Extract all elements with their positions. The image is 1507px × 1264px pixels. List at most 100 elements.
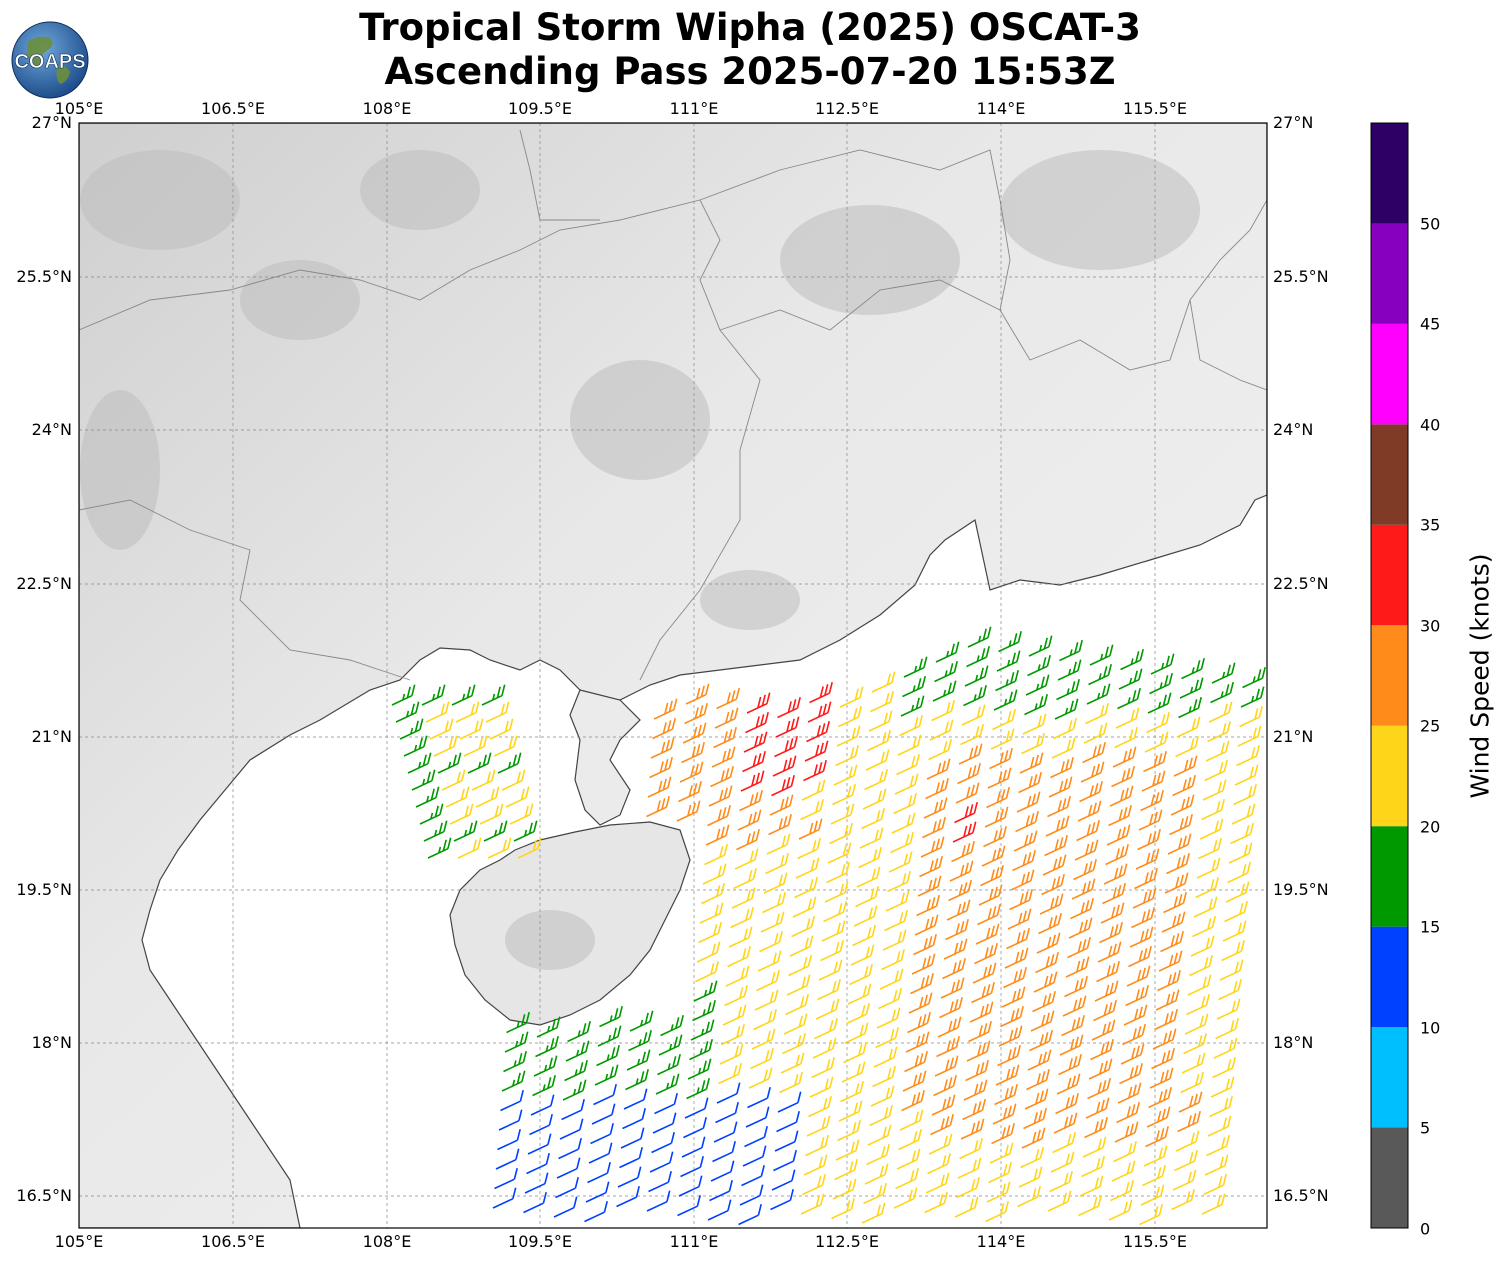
wind-barb [823, 901, 847, 923]
wind-barb [1080, 761, 1105, 783]
wind-barb [1016, 791, 1041, 813]
wind-barb [1054, 698, 1079, 720]
wind-barb [716, 1082, 741, 1104]
wind-barb [1045, 815, 1070, 837]
wind-barb [1038, 913, 1062, 935]
wind-barb [558, 1138, 582, 1160]
lon-tick-top: 105°E [54, 99, 104, 118]
wind-barb [681, 1136, 706, 1158]
wind-barb [820, 940, 844, 962]
wind-barb [1184, 1013, 1209, 1035]
wind-barb [1158, 950, 1183, 972]
wind-barb [459, 718, 484, 740]
wind-barb [1210, 1076, 1235, 1098]
colorbar-label: Wind Speed (knots) [1465, 553, 1495, 799]
colorbar-tick: 10 [1420, 1018, 1441, 1038]
wind-barb [963, 1079, 988, 1101]
wind-barb [859, 827, 884, 849]
wind-barb [1108, 805, 1132, 827]
wind-barb [626, 1049, 651, 1071]
lat-tick-right: 24°N [1273, 420, 1314, 439]
wind-barb [1056, 1073, 1081, 1095]
wind-barb [746, 692, 771, 714]
colorbar-frame [1370, 122, 1409, 1229]
wind-barb [493, 735, 518, 757]
wind-barb [710, 766, 734, 788]
lat-tick-left: 22.5°N [16, 574, 72, 593]
wind-barb [1079, 781, 1103, 803]
wind-barb [913, 934, 937, 956]
wind-barb [1157, 970, 1181, 992]
wind-barb [740, 770, 765, 792]
wind-barb [494, 1168, 518, 1190]
wind-barb [863, 1183, 887, 1205]
wind-barb [599, 1006, 623, 1028]
wind-barb [817, 979, 841, 1001]
wind-barb [744, 1126, 768, 1148]
wind-barb [776, 1111, 800, 1133]
wind-barb [1094, 980, 1119, 1002]
wind-barb [650, 737, 675, 759]
wind-barb [914, 914, 939, 936]
wind-barb [961, 704, 986, 726]
wind-barb [843, 1042, 867, 1064]
wind-barb [809, 1076, 834, 1098]
wind-barb [1027, 1049, 1052, 1071]
wind-barb [876, 1007, 901, 1029]
wind-barb [1242, 667, 1266, 689]
wind-barb [489, 718, 514, 740]
wind-barb [917, 875, 942, 897]
wind-barb [1199, 818, 1224, 840]
wind-barb [960, 724, 984, 746]
wind-barb [951, 841, 975, 863]
lon-tick-bottom: 115.5°E [1123, 1232, 1187, 1251]
wind-barb [937, 1016, 962, 1038]
wind-barb [1006, 928, 1030, 950]
wind-barb [1175, 736, 1199, 758]
wind-barb [773, 1150, 797, 1172]
wind-barb [619, 1147, 643, 1169]
wind-barb [689, 1039, 713, 1061]
wind-barb [1003, 967, 1027, 989]
wind-barb [1186, 994, 1210, 1016]
wind-barb [926, 758, 951, 780]
wind-barb [1144, 731, 1169, 753]
wind-barb [1155, 989, 1180, 1011]
wind-barb [657, 1054, 681, 1076]
wind-barb [878, 988, 902, 1010]
colorbar-bin [1371, 424, 1408, 525]
wind-barb [963, 685, 987, 707]
wind-barb [562, 1079, 587, 1101]
wind-barb [695, 961, 719, 983]
wind-barb [943, 938, 968, 960]
wind-barb [1123, 1004, 1148, 1026]
wind-barb [628, 1030, 652, 1052]
wind-barb [648, 1171, 672, 1193]
wind-barb [916, 895, 940, 917]
wind-barb [1071, 878, 1096, 900]
wind-barb [990, 728, 1015, 750]
wind-barb [1216, 998, 1241, 1020]
wind-barb [771, 1169, 796, 1191]
wind-barb [871, 671, 896, 693]
wind-barb [750, 1048, 774, 1070]
wind-barb [1231, 803, 1256, 825]
colorbar-tick: 50 [1420, 214, 1441, 234]
wind-barb [587, 1162, 611, 1184]
wind-barb [423, 820, 448, 842]
wind-barb [710, 1160, 735, 1182]
wind-barb [905, 1031, 930, 1053]
wind-barb [713, 1121, 738, 1143]
wind-barb [896, 1148, 921, 1170]
wind-barb [1146, 712, 1170, 734]
wind-barb [954, 802, 978, 824]
wind-barb [1084, 1117, 1108, 1139]
wind-barb [1132, 887, 1157, 909]
wind-barb [1074, 839, 1099, 861]
wind-barb [907, 1012, 931, 1034]
wind-barb [1142, 1165, 1166, 1187]
wind-barb [988, 1162, 1012, 1184]
wind-barb [736, 829, 760, 851]
wind-barb [745, 712, 769, 734]
wind-barb [934, 661, 958, 683]
